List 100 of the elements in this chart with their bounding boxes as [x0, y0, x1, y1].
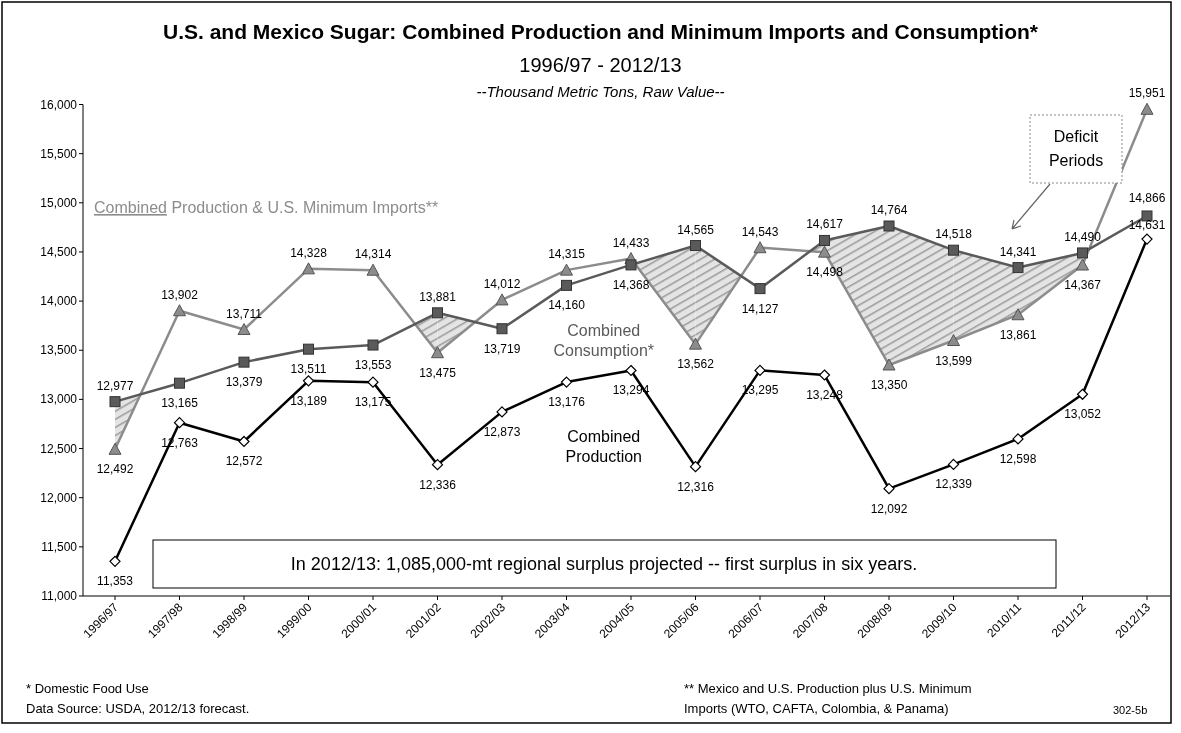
data-label: 12,316: [677, 479, 715, 494]
point: [302, 262, 315, 275]
point: [431, 346, 444, 359]
point: [237, 323, 251, 336]
data-label: 14,498: [806, 265, 844, 280]
data-label: 14,490: [1064, 229, 1102, 244]
y-tick-label: 11,000: [41, 589, 78, 603]
series-label: Combined Consumption*: [553, 322, 654, 360]
data-label: 13,189: [290, 393, 328, 408]
point: [625, 259, 637, 271]
point: [173, 417, 186, 429]
data-label: 13,176: [548, 395, 586, 410]
data-label: 12,336: [419, 477, 457, 492]
point: [883, 220, 895, 232]
data-label: 13,511: [290, 362, 327, 377]
data-label: 14,368: [612, 277, 650, 292]
point: [754, 364, 766, 376]
point: [948, 244, 959, 256]
point: [173, 304, 186, 317]
point: [818, 245, 831, 258]
data-label: 12,572: [225, 454, 263, 469]
data-label: 14,012: [483, 276, 521, 291]
text: Combined Production & U.S. Minimum Imports**: [94, 199, 439, 216]
data-label: 14,341: [999, 244, 1037, 259]
data-label: 14,631: [1128, 218, 1166, 233]
point: [238, 356, 250, 368]
text: * Domestic Food Use: [26, 681, 149, 696]
data-label: 12,873: [483, 424, 521, 439]
data-label: 13,379: [225, 375, 263, 390]
y-tick-label: 16,000: [40, 97, 78, 112]
data-label: 14,367: [1064, 278, 1102, 293]
data-label: 14,866: [1128, 190, 1166, 205]
y-tick-label: 14,500: [40, 244, 78, 259]
point: [1077, 247, 1088, 259]
text: --Thousand Metric Tons, Raw Value--: [476, 83, 725, 100]
point: [560, 263, 573, 276]
point: [883, 483, 895, 495]
series-label: Combined Production: [565, 427, 642, 465]
data-label: 14,328: [290, 245, 328, 260]
point: [947, 334, 960, 347]
point: [561, 279, 572, 291]
y-tick-label: 15,000: [40, 195, 78, 210]
data-label: 12,598: [999, 451, 1037, 466]
data-label: 14,617: [806, 217, 844, 232]
data-label: 14,314: [354, 247, 392, 262]
point: [495, 293, 509, 306]
data-label: 12,339: [935, 477, 973, 492]
y-tick-label: 14,000: [40, 294, 78, 309]
point: [819, 234, 830, 246]
data-label: 14,518: [935, 227, 973, 242]
annotation: In 2012/13: 1,085,000-mt regional surplus projected -- first surplus in six years.: [290, 554, 918, 574]
point: [753, 241, 767, 254]
data-label: 14,565: [677, 222, 715, 237]
data-label: 14,160: [548, 298, 586, 313]
point: [496, 406, 508, 418]
point: [882, 358, 896, 371]
point: [1076, 258, 1089, 271]
point: [174, 377, 185, 389]
data-label: 13,902: [161, 287, 199, 302]
point: [1141, 233, 1153, 245]
data-label: 12,977: [96, 378, 134, 393]
point: [947, 458, 960, 470]
point: [625, 364, 637, 377]
data-label: 14,433: [612, 235, 650, 250]
data-label: 15,951: [1128, 86, 1166, 101]
y-tick-label: 13,000: [40, 392, 78, 407]
data-label: 14,543: [741, 224, 779, 239]
text: ** Mexico and U.S. Production plus U.S. Minimum Imports (WTO, CAFTA, Colombia, & Panama): [684, 681, 972, 716]
point: [754, 283, 766, 295]
data-label: 14,315: [548, 247, 586, 262]
point: [818, 369, 831, 381]
point: [109, 396, 121, 408]
point: [366, 263, 380, 276]
point: [1012, 433, 1024, 445]
point: [109, 555, 121, 567]
point: [108, 442, 122, 455]
data-label: 13,475: [419, 365, 457, 380]
point: [496, 323, 508, 335]
data-label: 13,861: [999, 327, 1037, 342]
point: [367, 376, 379, 388]
y-tick-label: 11,500: [41, 539, 78, 554]
point: [1076, 388, 1089, 400]
data-label: 13,052: [1064, 407, 1102, 422]
y-tick-label: 15,500: [40, 146, 78, 161]
data-label: 13,719: [483, 341, 521, 356]
source-note: Data Source: USDA, 2012/13 forecast.: [26, 701, 250, 716]
data-label: 13,350: [870, 377, 908, 392]
point: [1140, 102, 1154, 115]
data-label: 12,092: [870, 501, 908, 516]
data-label: 13,165: [161, 396, 199, 411]
point: [238, 435, 250, 448]
data-label: 14,127: [741, 301, 779, 316]
annotation: Deficit Periods: [1048, 128, 1104, 169]
chart-subtitle: 1996/97 - 2012/13: [519, 54, 682, 76]
point: [689, 461, 702, 473]
data-label: 13,553: [354, 358, 392, 373]
y-tick-label: 13,500: [40, 343, 78, 358]
data-label: 13,599: [935, 353, 973, 368]
point: [431, 459, 444, 471]
y-tick-label: 12,500: [40, 441, 78, 456]
